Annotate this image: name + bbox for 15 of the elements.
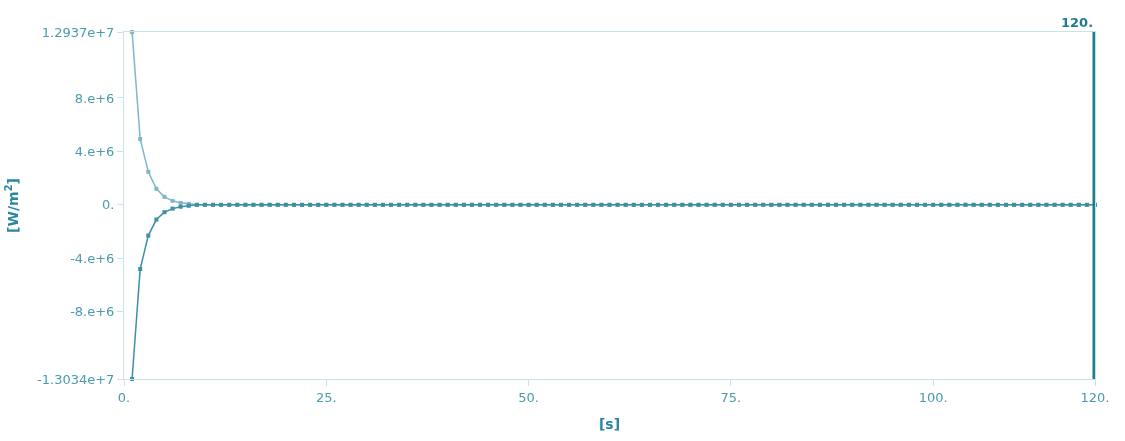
y-tick-label: -1.3034e+7 <box>37 371 115 387</box>
x-axis-title: [s] <box>598 415 621 432</box>
x-tick-label: 120. <box>1080 389 1110 405</box>
x-tick-label: 75. <box>720 389 742 405</box>
x-tick-label: 100. <box>918 389 948 405</box>
y-tick-label: 1.2937e+7 <box>41 24 115 40</box>
y-tick-label: 8.e+6 <box>74 90 115 106</box>
x-tick-label: 25. <box>315 389 337 405</box>
y-tick-label: 4.e+6 <box>74 143 115 159</box>
y-tick-label: -8.e+6 <box>70 304 115 320</box>
y-tick-label: -4.e+6 <box>70 250 115 266</box>
ref-line-label: 120. <box>1061 15 1094 30</box>
x-tick-label: 50. <box>518 389 539 405</box>
y-tick-label: 0. <box>101 197 115 213</box>
x-tick-label: 0. <box>117 389 131 405</box>
